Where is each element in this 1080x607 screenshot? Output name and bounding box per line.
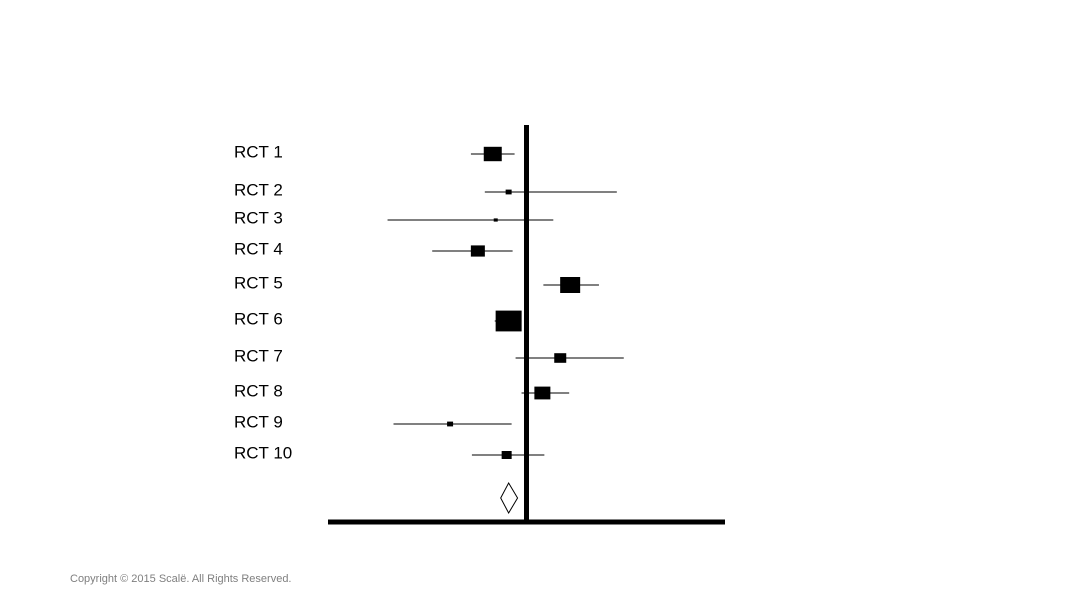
study-label: RCT 1 bbox=[234, 142, 283, 161]
effect-box bbox=[495, 310, 522, 332]
summary-diamond bbox=[500, 481, 519, 515]
effect-box bbox=[470, 245, 485, 257]
study-label: RCT 6 bbox=[234, 309, 283, 328]
effect-box bbox=[534, 386, 551, 400]
effect-box bbox=[554, 353, 567, 363]
effect-box bbox=[505, 189, 512, 195]
study-label: RCT 7 bbox=[234, 346, 283, 365]
study-label: RCT 5 bbox=[234, 273, 283, 292]
copyright: Copyright © 2015 Scalë. All Rights Reser… bbox=[70, 573, 292, 585]
study-label: RCT 4 bbox=[234, 239, 283, 258]
effect-box bbox=[447, 421, 454, 427]
study-label: RCT 9 bbox=[234, 412, 283, 431]
effect-box bbox=[483, 146, 502, 162]
study-label: RCT 10 bbox=[234, 443, 292, 462]
effect-box bbox=[501, 451, 512, 459]
study-label: RCT 8 bbox=[234, 381, 283, 400]
effect-box bbox=[560, 277, 581, 293]
study-label: RCT 3 bbox=[234, 208, 283, 227]
study-label: RCT 2 bbox=[234, 180, 283, 199]
effect-box bbox=[493, 218, 498, 222]
